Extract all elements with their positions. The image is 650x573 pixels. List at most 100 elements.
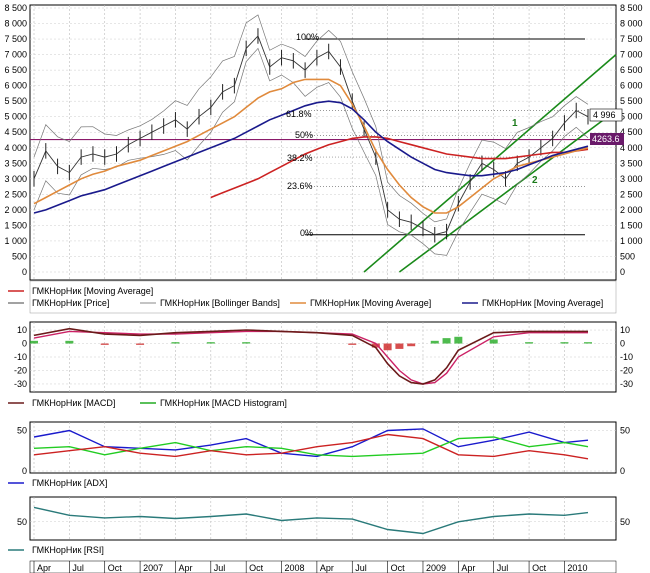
level-badge: 4263.6 xyxy=(590,133,624,145)
rsi-line xyxy=(33,506,589,535)
time-label: Apr xyxy=(178,563,192,573)
price-tick-label-right: 8 000 xyxy=(620,19,643,29)
time-label: 2010 xyxy=(567,563,587,573)
adx-tick-label-left: 50 xyxy=(17,425,27,435)
price-tick-label-right: 4 500 xyxy=(620,127,643,137)
price-tick-label-right: 4 000 xyxy=(620,143,643,153)
time-label: Oct xyxy=(532,563,547,573)
time-label: Apr xyxy=(461,563,475,573)
svg-text:4 996: 4 996 xyxy=(593,110,616,120)
price-tick-label-left: 1 000 xyxy=(4,236,27,246)
price-tick-label-left: 5 500 xyxy=(4,96,27,106)
rsi-legend: ГМКНорНик [RSI] xyxy=(8,545,104,555)
macd-hist-bar xyxy=(584,342,592,344)
channel-line-1 xyxy=(363,53,617,273)
adx-tick-label-left: 0 xyxy=(22,466,27,476)
legend-adx: ГМКНорНик [ADX] xyxy=(32,478,107,488)
price-tick-label-left: 1 500 xyxy=(4,220,27,230)
fib-label-100: 100% xyxy=(296,32,319,42)
current-price-badge: 4 996 xyxy=(589,108,623,122)
price-tick-label-right: 1 500 xyxy=(620,220,643,230)
time-label: Jul xyxy=(355,563,367,573)
macd-hist-bar xyxy=(525,342,534,344)
macd-tick-label-right: 10 xyxy=(620,325,630,335)
adx-tick-label-right: 50 xyxy=(620,425,630,435)
legend-macd-hist: ГМКНорНик [MACD Histogram] xyxy=(160,398,287,408)
price-tick-label-right: 2 500 xyxy=(620,189,643,199)
macd-hist-bar xyxy=(348,343,357,345)
fib-label-50: 50% xyxy=(295,130,313,140)
time-axis-panel xyxy=(29,560,617,573)
adx-series-3 xyxy=(33,433,589,460)
price-tick-label-left: 8 500 xyxy=(4,3,27,13)
macd-hist-bar xyxy=(171,342,180,344)
price-tick-label-left: 8 000 xyxy=(4,19,27,29)
rsi-tick-label-left: 50 xyxy=(17,517,27,527)
price-tick-label-right: 6 000 xyxy=(620,81,643,91)
macd-tick-label-right: -10 xyxy=(620,352,633,362)
macd-tick-label-right: -20 xyxy=(620,365,633,375)
price-legend-panel xyxy=(29,280,617,314)
svg-text:4263.6: 4263.6 xyxy=(592,134,620,144)
channel-label-1: 1 xyxy=(512,118,518,129)
macd-hist-bar xyxy=(371,343,380,348)
macd-hist-bar xyxy=(407,343,416,347)
series-layer xyxy=(30,14,592,535)
legend-price: ГМКНорНик [Price] xyxy=(32,298,109,308)
price-tick-label-left: 3 500 xyxy=(4,158,27,168)
legend-bollinger: ГМКНорНик [Bollinger Bands] xyxy=(160,298,280,308)
price-tick-label-left: 6 500 xyxy=(4,65,27,75)
price-tick-label-right: 1 000 xyxy=(620,236,643,246)
fib-label-0: 0% xyxy=(300,228,313,238)
price-tick-label-right: 3 000 xyxy=(620,174,643,184)
price-tick-label-left: 7 000 xyxy=(4,50,27,60)
macd-tick-label-left: -10 xyxy=(14,352,27,362)
macd-legend: ГМКНорНик [MACD] ГМКНорНик [MACD Histogr… xyxy=(8,398,287,408)
macd-hist-bar xyxy=(395,343,404,349)
price-tick-label-left: 6 000 xyxy=(4,81,27,91)
price-tick-label-left: 5 000 xyxy=(4,112,27,122)
price-ma-1 xyxy=(210,136,589,199)
legend-macd: ГМКНорНик [MACD] xyxy=(32,398,115,408)
time-label: 2009 xyxy=(426,563,446,573)
rsi-tick-label-right: 50 xyxy=(620,517,630,527)
price-tick-label-right: 500 xyxy=(620,251,635,261)
time-label: 2007 xyxy=(143,563,163,573)
price-panel xyxy=(29,4,617,281)
macd-tick-label-right: 0 xyxy=(620,339,625,349)
macd-hist-bar xyxy=(442,338,451,344)
price-tick-label-left: 2 000 xyxy=(4,205,27,215)
fib-label-23: 23.6% xyxy=(287,181,313,191)
price-tick-label-right: 6 500 xyxy=(620,65,643,75)
price-tick-label-left: 7 500 xyxy=(4,34,27,44)
macd-tick-label-left: -20 xyxy=(14,365,27,375)
macd-hist-bar xyxy=(383,343,392,351)
macd-hist-bar xyxy=(430,340,439,344)
price-tick-label-right: 5 000 xyxy=(620,112,643,122)
legend-rsi: ГМКНорНик [RSI] xyxy=(32,545,104,555)
time-label: Jul xyxy=(214,563,226,573)
price-tick-label-right: 0 xyxy=(620,267,625,277)
macd-hist-bar xyxy=(206,342,215,344)
legend-ma-blue: ГМКНорНик [Moving Average] xyxy=(482,298,603,308)
price-tick-label-left: 500 xyxy=(12,251,27,261)
time-axis-labels: Apr Jul Oct 2007 Apr Jul Oct 2008 Apr Jul Oct 2009 A… xyxy=(37,563,587,573)
legend-ma-orange: ГМКНорНик [Moving Average] xyxy=(310,298,431,308)
price-tick-label-left: 2 500 xyxy=(4,189,27,199)
adx-series-1 xyxy=(33,428,589,458)
time-label: Oct xyxy=(108,563,123,573)
overlays xyxy=(30,38,617,273)
time-label: Oct xyxy=(249,563,264,573)
time-label: Apr xyxy=(37,563,51,573)
bollinger-lower xyxy=(33,47,589,256)
macd-hist-bar xyxy=(560,342,569,344)
price-tick-labels: 8 500 8 500 8 000 8 000 7 500 7 500 7 000 7 000… xyxy=(4,3,642,527)
price-tick-label-right: 3 500 xyxy=(620,158,643,168)
adx-tick-label-right: 0 xyxy=(620,466,625,476)
price-tick-label-left: 4 500 xyxy=(4,127,27,137)
fibonacci-labels: 100% 61.8% 50% 38.2% 23.6% 0% xyxy=(286,32,319,238)
time-label: Jul xyxy=(72,563,84,573)
time-label: Oct xyxy=(391,563,406,573)
price-legend: ГМКНорНик [Moving Average] ГМКНорНик [Pr… xyxy=(8,286,603,308)
